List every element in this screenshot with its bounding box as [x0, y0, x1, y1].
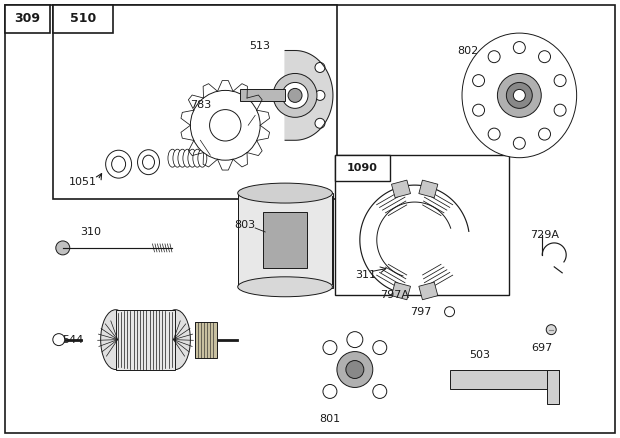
- Bar: [547, 370, 559, 404]
- Circle shape: [507, 82, 533, 108]
- Bar: [238, 193, 333, 288]
- Circle shape: [315, 90, 325, 100]
- Bar: [335, 155, 510, 295]
- Circle shape: [315, 118, 325, 128]
- Text: 510: 510: [69, 12, 96, 25]
- Ellipse shape: [168, 149, 177, 167]
- Text: 783: 783: [190, 100, 211, 110]
- Circle shape: [513, 42, 525, 53]
- Circle shape: [346, 360, 364, 378]
- Text: 797: 797: [410, 307, 432, 317]
- Ellipse shape: [193, 149, 202, 167]
- Circle shape: [554, 104, 566, 116]
- Polygon shape: [391, 282, 410, 300]
- Text: 729A: 729A: [529, 230, 559, 240]
- Text: eReplacementParts.com: eReplacementParts.com: [225, 223, 395, 237]
- Circle shape: [488, 128, 500, 140]
- Text: 797A: 797A: [380, 290, 409, 300]
- Circle shape: [373, 341, 387, 355]
- Circle shape: [315, 63, 325, 72]
- Circle shape: [546, 325, 556, 335]
- Ellipse shape: [138, 150, 159, 175]
- Polygon shape: [441, 302, 458, 321]
- Text: 803: 803: [234, 220, 256, 230]
- Bar: [5, 5, 50, 32]
- Circle shape: [323, 385, 337, 399]
- Bar: [450, 370, 559, 389]
- Polygon shape: [419, 282, 438, 300]
- Ellipse shape: [178, 149, 187, 167]
- Circle shape: [539, 128, 551, 140]
- Circle shape: [539, 51, 551, 63]
- Bar: [115, 310, 175, 370]
- Circle shape: [337, 352, 373, 388]
- Bar: [53, 5, 113, 32]
- Ellipse shape: [462, 33, 577, 158]
- Ellipse shape: [100, 310, 131, 370]
- Ellipse shape: [237, 277, 332, 297]
- Circle shape: [513, 89, 525, 101]
- Circle shape: [288, 88, 302, 102]
- Bar: [240, 89, 285, 101]
- Text: 309: 309: [14, 12, 40, 25]
- Circle shape: [282, 82, 308, 108]
- Ellipse shape: [237, 183, 332, 203]
- Circle shape: [190, 90, 260, 160]
- Circle shape: [445, 307, 454, 317]
- Bar: [195, 321, 217, 357]
- Text: 801: 801: [319, 414, 340, 424]
- Circle shape: [273, 74, 317, 117]
- Text: 1090: 1090: [347, 163, 378, 173]
- Circle shape: [472, 74, 485, 87]
- Polygon shape: [419, 180, 438, 198]
- Text: 544: 544: [62, 335, 83, 345]
- Text: 1051: 1051: [69, 177, 97, 187]
- Circle shape: [497, 74, 541, 117]
- Ellipse shape: [198, 149, 207, 167]
- Text: 513: 513: [250, 41, 271, 50]
- Circle shape: [323, 341, 337, 355]
- Circle shape: [373, 385, 387, 399]
- Circle shape: [53, 334, 64, 346]
- Polygon shape: [285, 50, 333, 140]
- Text: 802: 802: [457, 46, 478, 56]
- Ellipse shape: [143, 155, 154, 169]
- Ellipse shape: [161, 310, 190, 370]
- Circle shape: [56, 241, 70, 255]
- Circle shape: [472, 104, 485, 116]
- FancyBboxPatch shape: [309, 328, 402, 411]
- Bar: [335, 155, 390, 181]
- Ellipse shape: [173, 149, 182, 167]
- Ellipse shape: [105, 150, 131, 178]
- Circle shape: [554, 74, 566, 87]
- Text: 697: 697: [531, 343, 553, 353]
- Ellipse shape: [188, 149, 197, 167]
- Bar: [263, 212, 307, 268]
- Text: 310: 310: [80, 227, 101, 237]
- Text: 503: 503: [469, 350, 490, 360]
- Bar: [53, 5, 337, 199]
- Polygon shape: [391, 180, 410, 198]
- Circle shape: [347, 332, 363, 348]
- Circle shape: [513, 137, 525, 149]
- Circle shape: [210, 110, 241, 141]
- Polygon shape: [551, 326, 565, 334]
- Ellipse shape: [183, 149, 192, 167]
- Circle shape: [488, 51, 500, 63]
- Ellipse shape: [112, 156, 126, 172]
- Text: 311: 311: [355, 270, 376, 280]
